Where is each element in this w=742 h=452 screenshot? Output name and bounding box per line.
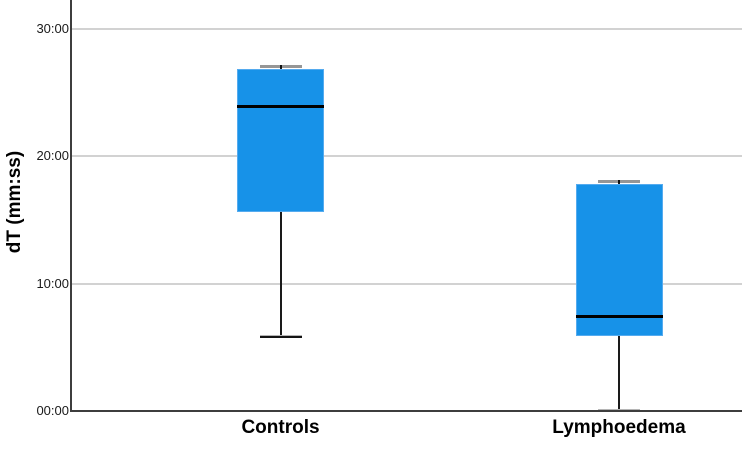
- upper-whisker-line-lymphoedema: [618, 181, 620, 184]
- lower-whisker-line-lymphoedema: [618, 335, 620, 411]
- gridline: [72, 155, 742, 158]
- box-lymphoedema: [575, 183, 663, 336]
- median-line-lymphoedema: [575, 314, 663, 318]
- lower-whisker-line-controls: [279, 211, 282, 337]
- y-tick-label: 10:00: [36, 275, 69, 291]
- y-axis-line: [70, 0, 72, 412]
- whisker-stub-dot-lymphoedema: [618, 179, 620, 183]
- lower-whisker-cap-controls: [259, 334, 302, 338]
- x-axis-line: [70, 409, 742, 412]
- whisker-stub-dot-controls: [279, 65, 282, 69]
- category-label-lymphoedema: Lymphoedema: [552, 417, 686, 438]
- box-controls: [237, 69, 324, 212]
- y-tick-label: 20:00: [36, 148, 69, 164]
- y-tick-label: 00:00: [36, 402, 69, 418]
- upper-whisker-line-controls: [279, 67, 282, 70]
- gridline: [72, 28, 742, 31]
- y-tick-label: 30:00: [36, 21, 69, 37]
- gridline: [72, 282, 742, 285]
- category-label-controls: Controls: [241, 417, 320, 438]
- median-line-controls: [237, 105, 324, 109]
- y-axis-title: dT (mm:ss): [4, 150, 25, 254]
